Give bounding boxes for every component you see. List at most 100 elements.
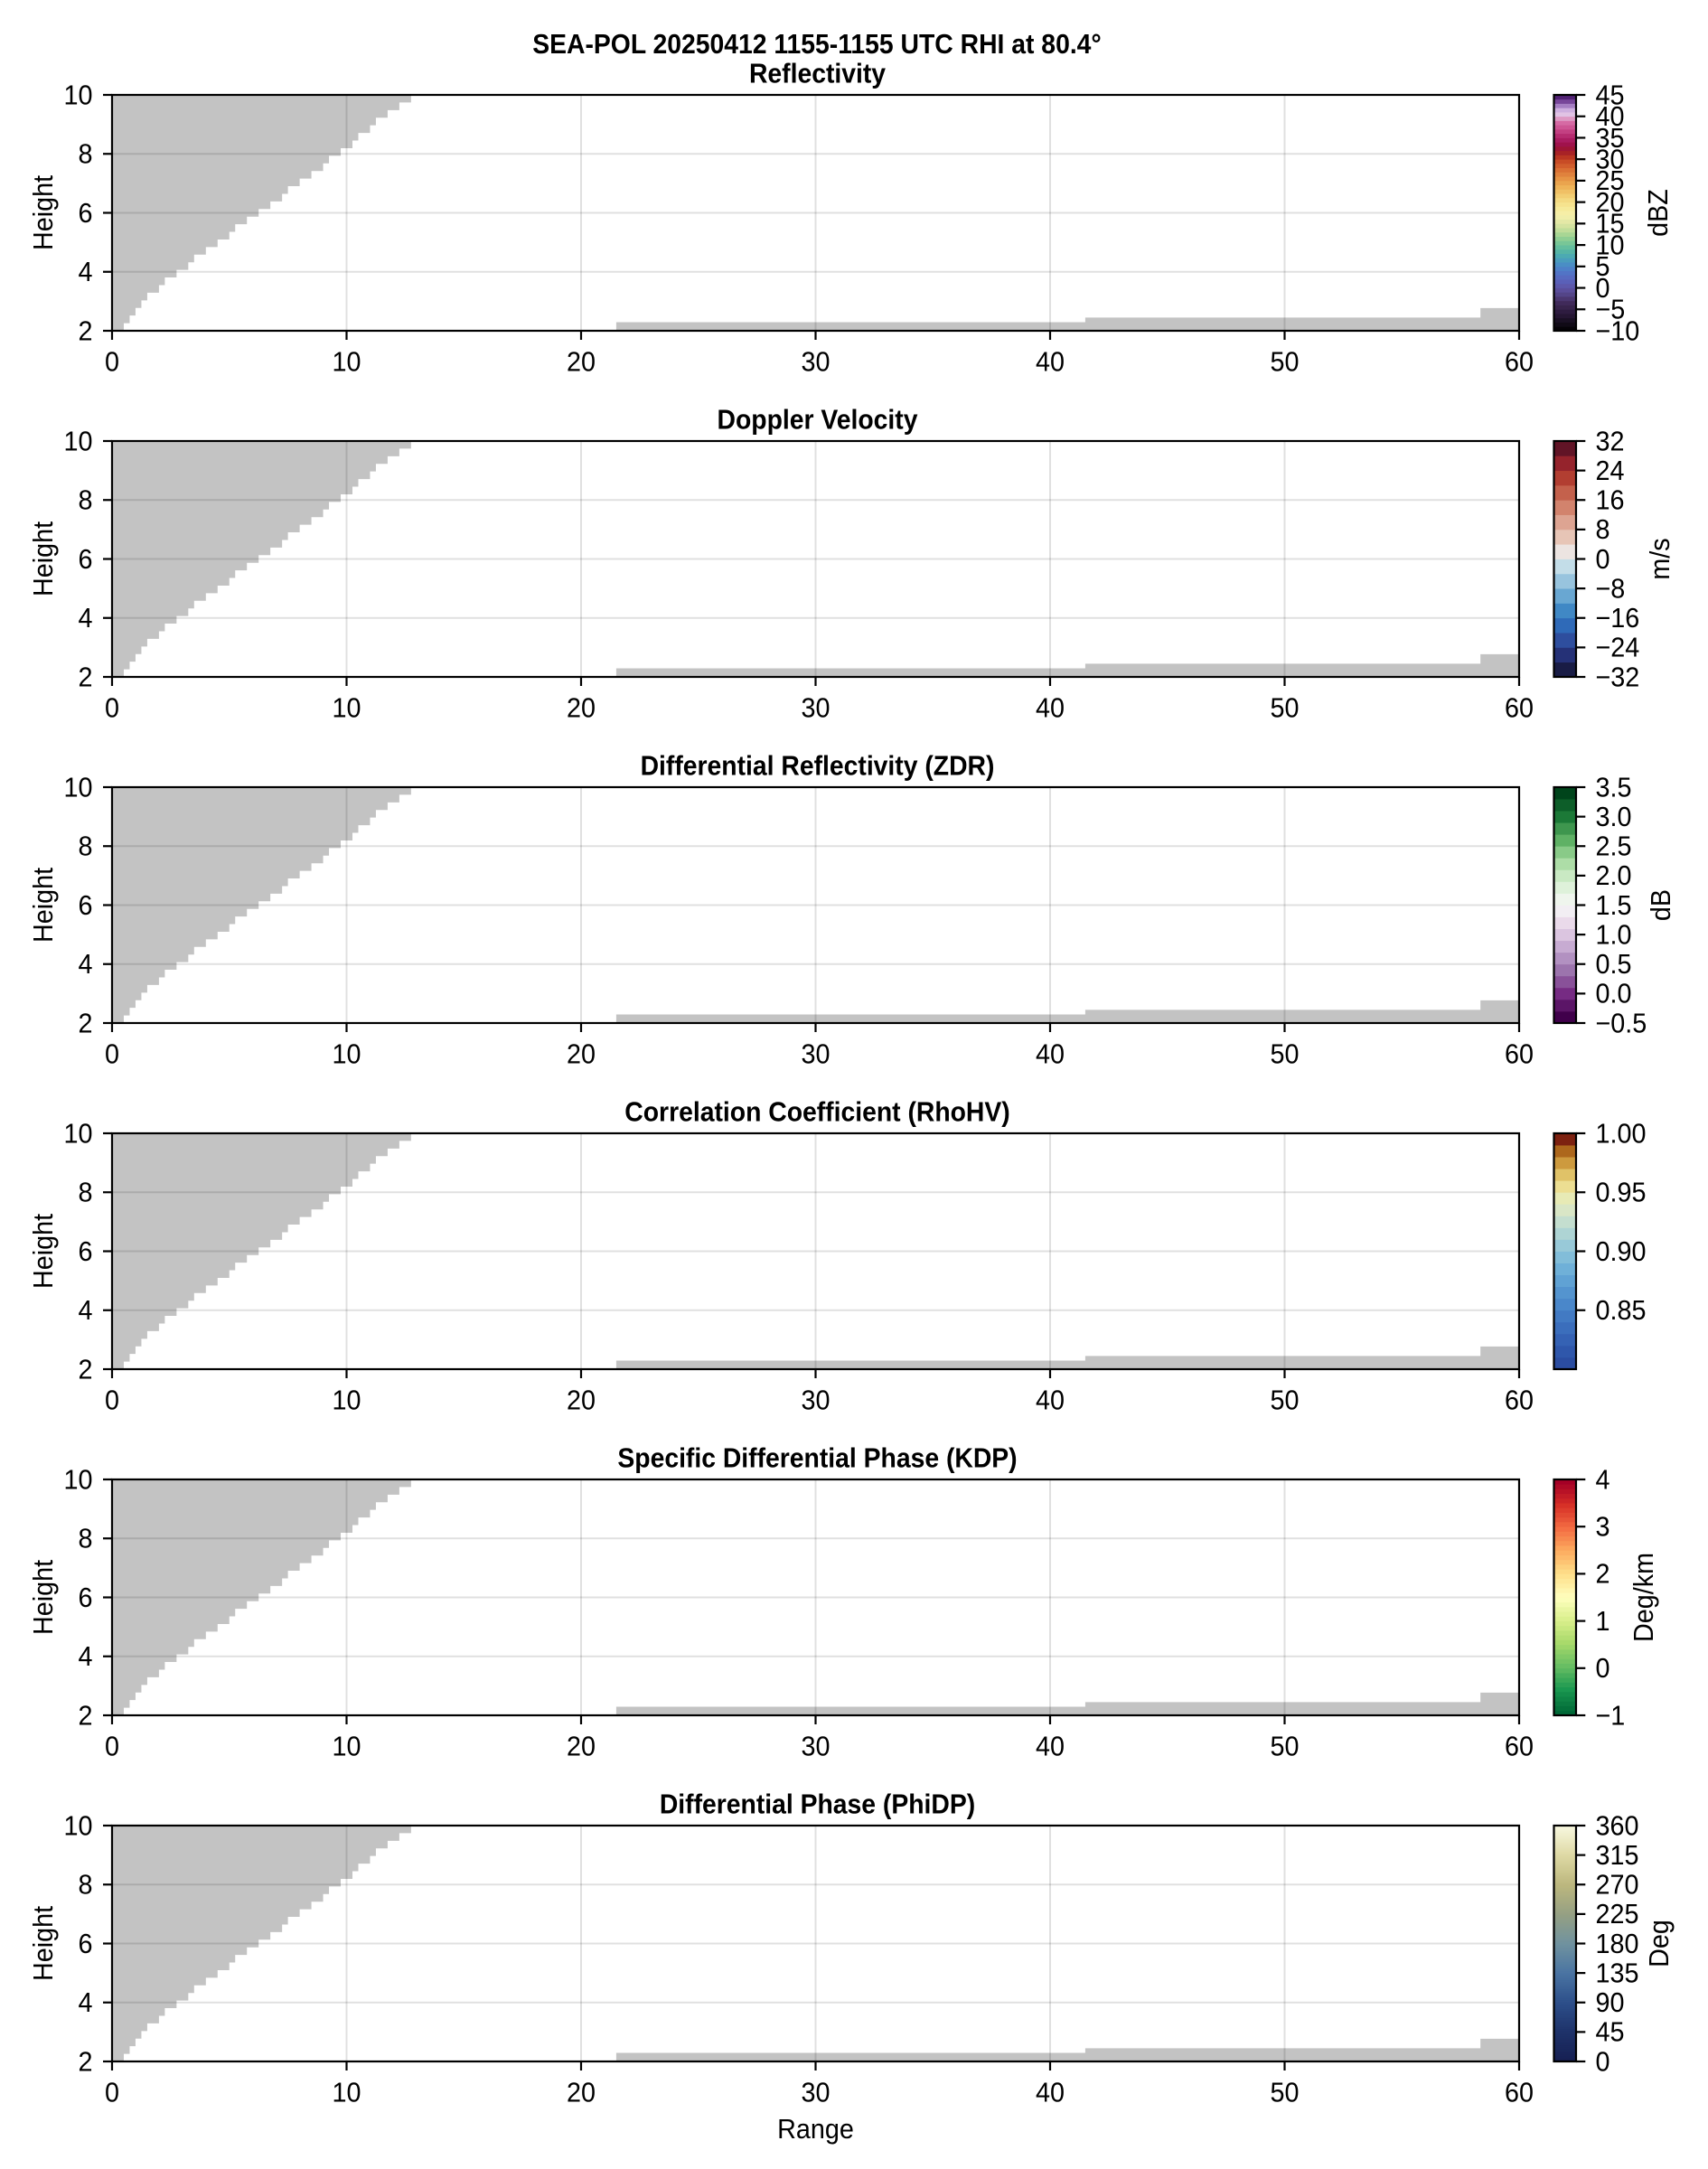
svg-text:0: 0	[105, 1732, 119, 1762]
svg-text:20: 20	[567, 1732, 596, 1762]
svg-text:Doppler Velocity: Doppler Velocity	[718, 405, 918, 436]
svg-text:2: 2	[79, 662, 93, 693]
svg-text:5: 5	[1596, 251, 1610, 282]
svg-text:1.5: 1.5	[1596, 890, 1632, 921]
svg-text:−1: −1	[1596, 1701, 1626, 1732]
svg-text:60: 60	[1505, 347, 1534, 378]
svg-text:0: 0	[1596, 273, 1610, 304]
svg-text:30: 30	[802, 693, 831, 724]
svg-text:45: 45	[1596, 2017, 1625, 2048]
svg-text:4: 4	[79, 1987, 93, 2018]
svg-text:8: 8	[79, 485, 93, 516]
svg-text:Differential Phase (PhiDP): Differential Phase (PhiDP)	[660, 1789, 975, 1820]
svg-text:225: 225	[1596, 1899, 1639, 1930]
svg-text:35: 35	[1596, 123, 1625, 154]
svg-text:6: 6	[79, 1929, 93, 1959]
svg-text:1.00: 1.00	[1596, 1119, 1647, 1150]
svg-text:0: 0	[1596, 544, 1610, 575]
svg-text:16: 16	[1596, 485, 1625, 516]
svg-text:315: 315	[1596, 1840, 1639, 1871]
svg-text:270: 270	[1596, 1870, 1639, 1901]
svg-text:Differential Reflectivity (ZDR: Differential Reflectivity (ZDR)	[641, 751, 995, 782]
svg-text:10: 10	[64, 1465, 93, 1496]
svg-text:6: 6	[79, 544, 93, 575]
svg-text:10: 10	[333, 1385, 361, 1416]
svg-text:8: 8	[79, 1178, 93, 1208]
svg-text:25: 25	[1596, 165, 1625, 196]
svg-text:360: 360	[1596, 1811, 1639, 1842]
svg-text:3.5: 3.5	[1596, 773, 1632, 803]
svg-text:Deg/km: Deg/km	[1628, 1553, 1659, 1642]
svg-text:10: 10	[333, 693, 361, 724]
svg-text:180: 180	[1596, 1929, 1639, 1959]
svg-text:10: 10	[64, 1119, 93, 1150]
svg-text:60: 60	[1505, 1385, 1534, 1416]
svg-text:4: 4	[79, 257, 93, 287]
svg-text:32: 32	[1596, 427, 1625, 457]
svg-text:2: 2	[79, 1009, 93, 1039]
svg-text:20: 20	[567, 2078, 596, 2108]
svg-text:−0.5: −0.5	[1596, 1009, 1647, 1039]
svg-text:6: 6	[79, 1582, 93, 1613]
svg-text:50: 50	[1271, 1039, 1300, 1070]
svg-text:Deg: Deg	[1644, 1920, 1675, 1967]
svg-text:10: 10	[333, 2078, 361, 2108]
svg-text:8: 8	[79, 831, 93, 862]
svg-text:20: 20	[567, 1039, 596, 1070]
svg-text:8: 8	[79, 1870, 93, 1901]
svg-text:−32: −32	[1596, 662, 1640, 693]
svg-text:24: 24	[1596, 455, 1625, 486]
svg-text:60: 60	[1505, 2078, 1534, 2108]
svg-text:2: 2	[79, 316, 93, 347]
svg-text:60: 60	[1505, 693, 1534, 724]
svg-text:0: 0	[105, 2078, 119, 2108]
svg-text:dBZ: dBZ	[1643, 189, 1674, 237]
svg-text:2: 2	[79, 1355, 93, 1385]
svg-text:6: 6	[79, 198, 93, 229]
svg-text:90: 90	[1596, 1987, 1625, 2018]
svg-text:0.85: 0.85	[1596, 1295, 1647, 1326]
svg-text:−5: −5	[1596, 295, 1626, 325]
svg-text:Correlation Coefficient (RhoHV: Correlation Coefficient (RhoHV)	[624, 1097, 1009, 1128]
svg-text:8: 8	[79, 139, 93, 170]
svg-text:60: 60	[1505, 1732, 1534, 1762]
svg-text:2: 2	[1596, 1559, 1610, 1590]
svg-text:50: 50	[1271, 1732, 1300, 1762]
svg-text:1: 1	[1596, 1606, 1610, 1637]
svg-text:m/s: m/s	[1645, 538, 1675, 579]
svg-text:40: 40	[1596, 101, 1625, 132]
svg-text:4: 4	[1596, 1465, 1610, 1496]
svg-text:2: 2	[79, 2047, 93, 2078]
svg-text:10: 10	[1596, 230, 1625, 261]
svg-text:4: 4	[79, 1641, 93, 1672]
svg-text:40: 40	[1036, 1732, 1065, 1762]
svg-text:20: 20	[1596, 187, 1625, 218]
svg-text:Height: Height	[28, 1213, 59, 1289]
svg-text:20: 20	[567, 1385, 596, 1416]
svg-text:50: 50	[1271, 693, 1300, 724]
svg-text:8: 8	[79, 1524, 93, 1554]
svg-text:10: 10	[64, 427, 93, 457]
svg-text:40: 40	[1036, 1039, 1065, 1070]
svg-text:−16: −16	[1596, 603, 1640, 634]
svg-text:6: 6	[79, 1236, 93, 1267]
svg-text:15: 15	[1596, 209, 1625, 239]
svg-text:10: 10	[333, 347, 361, 378]
svg-text:2.5: 2.5	[1596, 831, 1632, 862]
svg-text:10: 10	[64, 773, 93, 803]
svg-text:40: 40	[1036, 347, 1065, 378]
svg-text:−10: −10	[1596, 316, 1640, 347]
svg-text:135: 135	[1596, 1958, 1639, 1989]
svg-text:Height: Height	[28, 1905, 59, 1981]
svg-text:10: 10	[333, 1039, 361, 1070]
svg-text:50: 50	[1271, 1385, 1300, 1416]
svg-text:Specific Differential Phase (K: Specific Differential Phase (KDP)	[617, 1443, 1017, 1474]
svg-text:50: 50	[1271, 347, 1300, 378]
svg-text:60: 60	[1505, 1039, 1534, 1070]
svg-text:8: 8	[1596, 514, 1610, 545]
svg-text:0: 0	[105, 1039, 119, 1070]
svg-text:30: 30	[802, 2078, 831, 2108]
svg-text:0: 0	[105, 1385, 119, 1416]
svg-text:10: 10	[64, 80, 93, 111]
svg-text:Height: Height	[28, 521, 59, 596]
